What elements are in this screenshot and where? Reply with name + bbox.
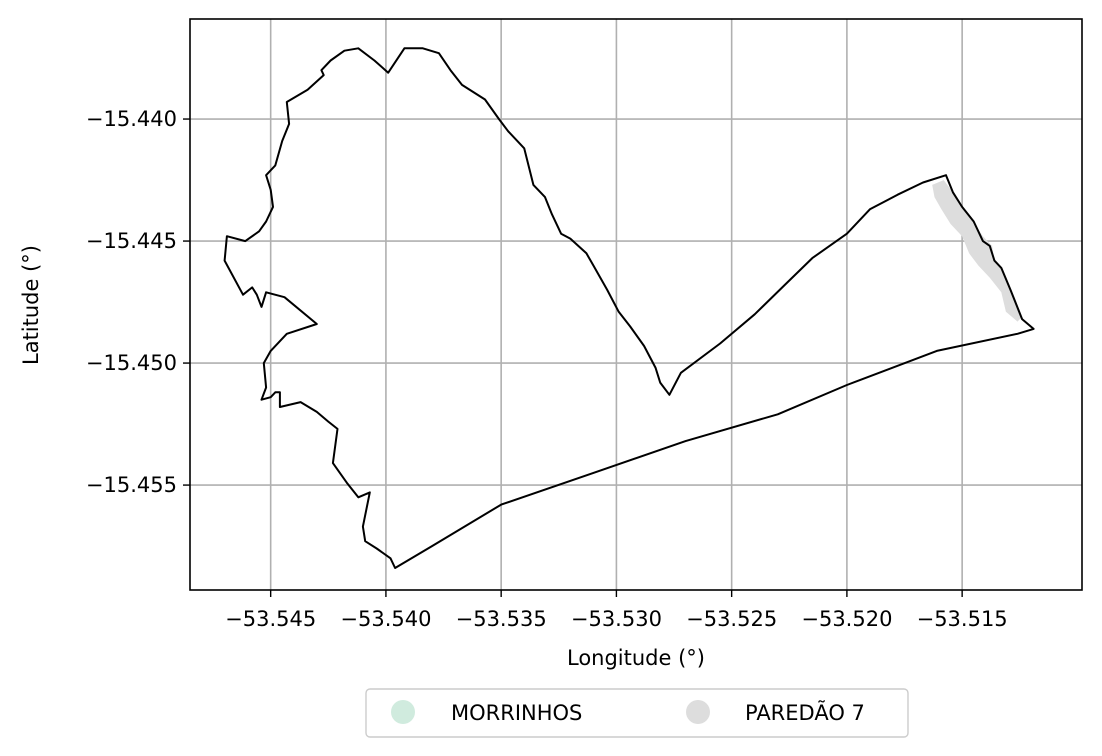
y-tick-label: −15.440 xyxy=(86,107,177,131)
y-tick-label: −15.450 xyxy=(86,351,177,375)
x-axis-label: Longitude (°) xyxy=(567,646,705,670)
y-axis-label: Latitude (°) xyxy=(19,245,43,365)
legend: MORRINHOS PAREDÃO 7 xyxy=(365,688,909,738)
x-tick-label: −53.545 xyxy=(225,607,316,631)
y-tick-label: −15.455 xyxy=(86,473,177,497)
axis-ticks: −53.545 −53.540 −53.535 −53.530 −53.525 −53.5… xyxy=(86,107,1008,631)
x-tick-label: −53.530 xyxy=(571,607,662,631)
legend-label-paredao-7: PAREDÃO 7 xyxy=(745,699,865,725)
legend-frame xyxy=(365,688,909,738)
x-tick-label: −53.540 xyxy=(340,607,431,631)
y-tick-label: −15.445 xyxy=(86,229,177,253)
legend-swatch-paredao-7 xyxy=(686,700,710,724)
paredao-7-region xyxy=(932,180,1023,322)
plot-area-frame xyxy=(189,18,1083,591)
x-tick-label: −53.520 xyxy=(801,607,892,631)
legend-swatch-morrinhos xyxy=(391,700,415,724)
x-tick-label: −53.535 xyxy=(456,607,547,631)
study-area-boundary xyxy=(223,47,1035,569)
x-tick-label: −53.515 xyxy=(917,607,1008,631)
x-tick-label: −53.525 xyxy=(686,607,777,631)
map-layers xyxy=(223,47,1035,569)
legend-label-morrinhos: MORRINHOS xyxy=(451,701,582,725)
grid-lines xyxy=(190,19,1082,590)
